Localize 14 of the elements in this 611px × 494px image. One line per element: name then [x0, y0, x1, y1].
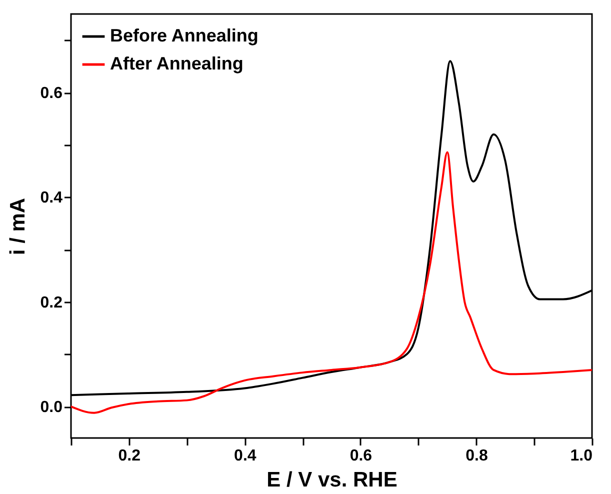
legend-label: Before Annealing — [110, 26, 258, 46]
legend-label: After Annealing — [110, 54, 244, 74]
x-tick-label: 0.4 — [234, 448, 256, 464]
x-tick-label: 0.8 — [466, 448, 488, 464]
x-tick-label: 0.2 — [118, 448, 141, 464]
x-tick-label: 1.0 — [570, 448, 593, 464]
x-axis-title: E / V vs. RHE — [266, 468, 398, 492]
x-tick-label: 0.6 — [350, 448, 372, 464]
line-series — [71, 151, 592, 414]
y-tick-label: 0.4 — [40, 190, 63, 207]
y-tick-label: 0.0 — [40, 399, 63, 416]
y-tick-label: 0.2 — [40, 294, 63, 312]
y-axis-title: i / mA — [6, 198, 30, 256]
y-tick-label: 0.6 — [40, 85, 63, 102]
